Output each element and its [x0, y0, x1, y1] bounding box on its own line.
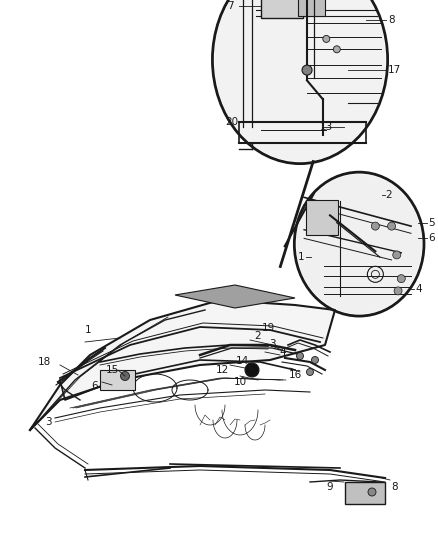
Polygon shape	[175, 285, 295, 308]
Text: 9: 9	[327, 482, 333, 492]
Circle shape	[245, 363, 259, 377]
Text: 4: 4	[416, 284, 422, 294]
Circle shape	[302, 65, 312, 75]
Text: 6: 6	[428, 233, 435, 244]
Text: 19: 19	[261, 323, 275, 333]
Text: 6: 6	[92, 381, 98, 391]
Polygon shape	[30, 300, 335, 430]
FancyBboxPatch shape	[306, 199, 339, 236]
Text: 3: 3	[45, 417, 51, 427]
Circle shape	[394, 287, 402, 295]
Text: 5: 5	[428, 217, 435, 228]
Text: 1: 1	[85, 325, 91, 335]
Text: 8: 8	[392, 482, 398, 492]
Text: 14: 14	[235, 356, 249, 366]
Text: 13: 13	[320, 122, 333, 132]
Ellipse shape	[215, 0, 385, 161]
Circle shape	[311, 357, 318, 364]
Circle shape	[371, 222, 379, 230]
Text: 18: 18	[37, 357, 51, 367]
Circle shape	[393, 251, 401, 259]
Text: 15: 15	[106, 365, 119, 375]
Text: 16: 16	[288, 370, 302, 380]
Ellipse shape	[297, 174, 422, 314]
Text: 20: 20	[225, 117, 238, 127]
Circle shape	[368, 488, 376, 496]
FancyBboxPatch shape	[100, 370, 135, 390]
Text: 12: 12	[215, 365, 229, 375]
Text: 10: 10	[233, 377, 247, 387]
Circle shape	[333, 46, 340, 53]
FancyBboxPatch shape	[345, 482, 385, 504]
Circle shape	[307, 368, 314, 376]
Circle shape	[297, 352, 304, 359]
Text: 7: 7	[226, 1, 233, 11]
Text: 1: 1	[297, 252, 304, 262]
Text: 4: 4	[280, 347, 286, 357]
Circle shape	[120, 372, 130, 381]
Circle shape	[397, 274, 405, 282]
Text: 3: 3	[268, 339, 276, 349]
Circle shape	[323, 35, 330, 43]
Text: 17: 17	[388, 65, 401, 75]
Text: 2: 2	[254, 331, 261, 341]
FancyBboxPatch shape	[261, 0, 303, 18]
FancyBboxPatch shape	[298, 0, 325, 16]
Text: 2: 2	[385, 190, 392, 200]
Text: 8: 8	[389, 15, 396, 25]
Circle shape	[388, 222, 396, 230]
